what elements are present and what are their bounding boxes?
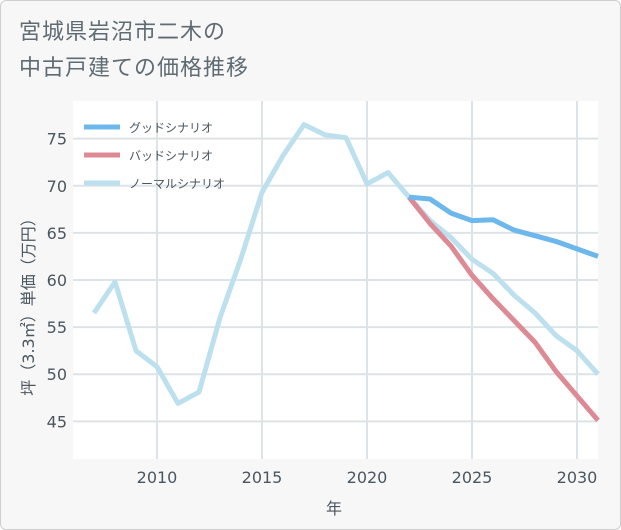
- x-tick-label: 2025: [452, 468, 493, 487]
- series-line-3: [91, 122, 600, 406]
- chart-title-line1: 宮城県岩沼市二木の: [19, 20, 227, 45]
- y-tick-label: 55: [47, 318, 67, 337]
- x-tick-label: 2030: [557, 468, 598, 487]
- x-axis-title: 年: [326, 499, 342, 518]
- x-tick-label: 2010: [137, 468, 178, 487]
- y-tick-label: 65: [47, 224, 67, 243]
- y-tick-label: 60: [47, 271, 67, 290]
- y-tick-label: 45: [47, 412, 67, 431]
- y-tick-label: 70: [47, 177, 67, 196]
- chart-title-line2: 中古戸建ての価格推移: [19, 56, 250, 81]
- legend-label: ノーマルシナリオ: [129, 177, 225, 191]
- legend-label: グッドシナリオ: [129, 121, 213, 135]
- x-tick-label: 2020: [347, 468, 388, 487]
- chart-title: 宮城県岩沼市二木の 中古戸建ての価格推移: [19, 15, 249, 87]
- legend-label: バッドシナリオ: [129, 149, 213, 163]
- y-axis-title: 坪（3.3㎡）単価（万円）: [19, 210, 38, 395]
- series-line-1: [408, 194, 599, 259]
- x-tick-label: 2015: [242, 468, 283, 487]
- y-tick-label: 50: [47, 365, 67, 384]
- y-tick-label: 75: [47, 130, 67, 149]
- series-line-2: [407, 195, 600, 423]
